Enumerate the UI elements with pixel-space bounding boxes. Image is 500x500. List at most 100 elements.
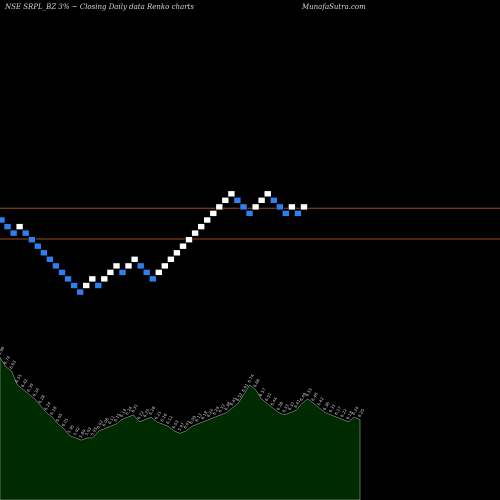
volume-area: [0, 356, 361, 500]
volume-label-3: 6.55: [14, 373, 23, 384]
volume-label-16: 5.95: [89, 426, 98, 437]
renko-brick-50: [300, 203, 308, 211]
renko-brick-35: [209, 210, 218, 217]
volume-label-55: 6.42: [316, 396, 325, 407]
volume-label-51: 6.41: [293, 398, 302, 409]
volume-label-48: 6.38: [275, 400, 284, 411]
renko-brick-41: [245, 210, 254, 217]
volume-label-28: 6.16: [159, 412, 168, 423]
renko-brick-22: [130, 255, 139, 263]
renko-brick-47: [281, 210, 290, 217]
renko-brick-30: [179, 242, 187, 250]
renko-brick-18: [106, 269, 115, 276]
volume-label-20: 6.15: [113, 412, 122, 423]
volume-label-19: 6.11: [107, 414, 116, 425]
renko-brick-1: [3, 223, 12, 230]
volume-label-39: 6.38: [223, 400, 232, 411]
volume-label-38: 6.33: [217, 403, 226, 414]
volume-label-43: 6.74: [246, 373, 255, 384]
volume-label-49: 6.33: [281, 403, 290, 414]
renko-brick-49: [294, 210, 302, 217]
volume-label-36: 6.24: [206, 407, 215, 418]
volume-label-37: 6.29: [211, 405, 220, 416]
renko-brick-19: [112, 262, 121, 270]
renko-brick-25: [149, 275, 157, 283]
volume-label-13: 5.92: [72, 426, 81, 437]
renko-brick-34: [203, 216, 211, 224]
renko-brick-38: [227, 190, 236, 198]
renko-brick-42: [251, 203, 260, 211]
volume-label-42: 6.61: [240, 382, 249, 393]
chart-title: NSE SRPL_BZ 3% ~ Closing Daily data Renk…: [5, 3, 194, 11]
renko-brick-6: [33, 242, 42, 250]
volume-label-21: 6.19: [118, 407, 127, 418]
volume-label-46: 6.51: [264, 391, 273, 402]
volume-label-45: 6.57: [258, 387, 267, 398]
renko-brick-36: [215, 203, 224, 211]
renko-brick-21: [124, 262, 133, 270]
renko-brick-39: [233, 197, 242, 204]
volume-label-25: 6.25: [142, 407, 151, 418]
volume-label-26: 6.28: [148, 405, 157, 416]
volume-label-58: 6.27: [333, 405, 342, 416]
volume-label-35: 6.18: [200, 410, 209, 421]
volume-label-60: 6.18: [345, 410, 354, 421]
renko-brick-40: [239, 203, 248, 211]
renko-brick-26: [155, 269, 163, 276]
volume-label-62: 6.20: [357, 407, 366, 418]
volume-label-32: 6.01: [182, 419, 191, 430]
volume-label-56: 6.36: [322, 400, 331, 411]
volume-label-29: 6.12: [165, 414, 174, 425]
renko-brick-14: [82, 282, 90, 289]
renko-brick-2: [9, 229, 18, 237]
renko-brick-8: [46, 255, 54, 263]
renko-brick-3: [15, 223, 24, 230]
renko-brick-10: [58, 269, 66, 276]
renko-brick-29: [173, 249, 181, 257]
volume-label-8: 6.24: [43, 400, 52, 411]
renko-brick-11: [64, 275, 72, 283]
renko-brick-46: [275, 203, 284, 211]
renko-brick-17: [100, 275, 109, 283]
volume-label-47: 6.44: [269, 396, 278, 407]
renko-brick-23: [136, 262, 145, 270]
volume-label-61: 6.24: [351, 405, 360, 416]
volume-label-7: 6.28: [37, 394, 46, 405]
renko-brick-31: [185, 236, 193, 243]
volume-label-59: 6.22: [339, 407, 348, 418]
volume-label-30: 6.03: [171, 419, 180, 430]
volume-label-2: 6.63: [8, 359, 17, 370]
volume-label-9: 6.18: [49, 405, 58, 416]
renko-brick-7: [40, 249, 48, 257]
volume-label-34: 6.13: [194, 412, 203, 423]
volume-label-44: 6.68: [252, 377, 261, 388]
volume-label-40: 6.45: [229, 396, 238, 407]
volume-label-50: 6.37: [287, 400, 296, 411]
volume-label-6: 6.34: [31, 387, 40, 398]
renko-brick-37: [221, 197, 230, 204]
volume-label-1: 6.74: [2, 354, 11, 365]
volume-label-4: 6.42: [20, 377, 29, 388]
renko-brick-48: [288, 203, 296, 211]
renko-brick-44: [263, 190, 272, 198]
renko-brick-33: [197, 223, 205, 230]
volume-label-24: 6.22: [136, 410, 145, 421]
volume-label-11: 6.01: [60, 417, 69, 428]
volume-label-31: 5.97: [177, 421, 186, 432]
volume-label-5: 6.39: [26, 382, 35, 393]
renko-brick-5: [27, 236, 36, 243]
renko-brick-0: [0, 216, 6, 224]
volume-label-12: 5.95: [66, 423, 75, 434]
volume-label-27: 6.21: [153, 410, 162, 421]
site-credit: MunafaSutra.com: [302, 3, 366, 11]
volume-label-54: 6.48: [310, 391, 319, 402]
renko-brick-45: [269, 197, 278, 204]
renko-brick-28: [167, 255, 175, 263]
volume-label-15: 5.93: [84, 426, 93, 437]
volume-label-10: 6.05: [55, 412, 64, 423]
renko-brick-43: [257, 197, 266, 204]
renko-brick-24: [142, 269, 151, 276]
renko-brick-20: [118, 269, 127, 276]
volume-label-52: 6.49: [298, 391, 307, 402]
